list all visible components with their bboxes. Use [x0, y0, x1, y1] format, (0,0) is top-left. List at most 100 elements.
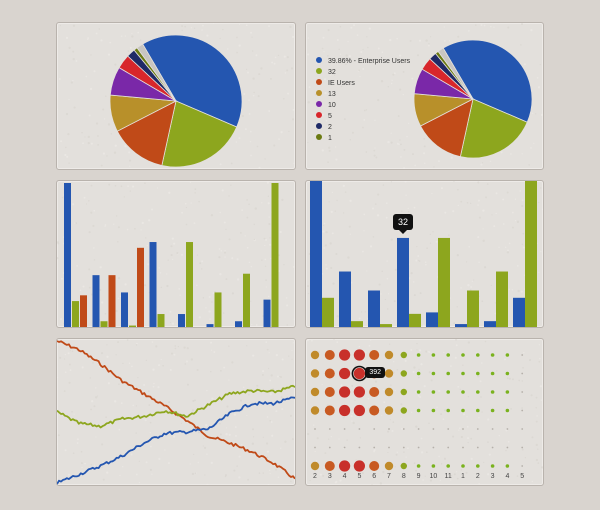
texture-speck [90, 408, 93, 411]
legend-item[interactable]: 13 [316, 89, 410, 100]
texture-speck [530, 147, 532, 149]
texture-speck [413, 462, 416, 465]
texture-speck [339, 53, 342, 56]
legend-swatch [316, 79, 322, 85]
texture-speck [306, 339, 310, 342]
texture-speck [332, 282, 335, 285]
texture-speck [483, 24, 486, 27]
texture-speck [205, 307, 207, 309]
texture-speck [135, 344, 138, 346]
dot [373, 428, 376, 430]
dot [431, 408, 436, 413]
texture-speck [349, 199, 352, 203]
texture-speck [196, 368, 199, 372]
texture-speck [487, 441, 489, 443]
texture-speck [541, 208, 543, 211]
texture-speck [148, 404, 151, 406]
texture-speck [427, 350, 429, 353]
dot [490, 408, 495, 413]
texture-speck [399, 88, 402, 91]
bar [496, 271, 508, 327]
dot [416, 353, 421, 357]
texture-speck [456, 254, 459, 257]
texture-speck [329, 73, 332, 76]
texture-speck [278, 138, 280, 141]
line-series [57, 396, 295, 485]
texture-speck [186, 383, 190, 386]
texture-speck [201, 268, 203, 270]
texture-speck [508, 288, 511, 291]
texture-speck [475, 24, 477, 26]
legend-item[interactable]: 10 [316, 100, 410, 111]
legend-item[interactable]: 2 [316, 122, 410, 133]
texture-speck [537, 448, 539, 450]
bar [121, 292, 128, 327]
pie-chart-with-legend-panel: 39.86% - Enterprise Users 32 IE Users 13… [305, 22, 544, 170]
texture-speck [115, 354, 117, 356]
texture-speck [369, 245, 373, 248]
texture-speck [321, 113, 324, 116]
legend-item[interactable]: 32 [316, 67, 410, 78]
texture-speck [478, 417, 480, 419]
texture-speck [248, 113, 251, 115]
bar [137, 247, 144, 327]
texture-speck [522, 232, 525, 235]
texture-speck [90, 293, 93, 296]
texture-speck [480, 396, 482, 398]
dot [462, 428, 464, 430]
texture-speck [269, 469, 271, 472]
texture-speck [72, 50, 75, 53]
texture-speck [478, 483, 480, 485]
texture-speck [93, 209, 96, 212]
texture-speck [444, 409, 447, 412]
dot [369, 350, 380, 360]
texture-speck [354, 364, 357, 367]
texture-speck [322, 36, 325, 39]
texture-speck [134, 227, 136, 230]
texture-speck [351, 412, 354, 415]
texture-speck [535, 420, 538, 423]
texture-speck [185, 206, 188, 209]
texture-speck [386, 202, 388, 205]
texture-speck [314, 450, 316, 453]
texture-speck [106, 471, 109, 474]
legend-item[interactable]: 5 [316, 111, 410, 122]
dot [521, 409, 524, 412]
texture-speck [450, 474, 453, 477]
dot [476, 371, 480, 376]
legend-item[interactable]: 1 [316, 133, 410, 144]
dot [521, 446, 524, 449]
texture-speck [505, 429, 508, 432]
texture-speck [359, 75, 361, 78]
texture-speck [245, 24, 248, 27]
texture-speck [251, 323, 253, 326]
texture-speck [119, 474, 121, 477]
texture-speck [105, 95, 107, 97]
texture-speck [228, 238, 231, 241]
texture-speck [130, 453, 133, 456]
texture-speck [269, 419, 272, 422]
texture-speck [368, 407, 370, 409]
texture-speck [266, 181, 270, 184]
texture-speck [363, 109, 366, 112]
texture-speck [521, 243, 524, 246]
pie-legend: 39.86% - Enterprise Users 32 IE Users 13… [316, 56, 410, 144]
legend-item[interactable]: IE Users [316, 78, 410, 89]
texture-speck [277, 54, 280, 57]
texture-speck [360, 51, 363, 54]
texture-speck [190, 27, 193, 29]
texture-speck [355, 459, 357, 461]
legend-item[interactable]: 39.86% - Enterprise Users [316, 56, 410, 67]
texture-speck [381, 270, 384, 273]
texture-speck [440, 463, 443, 465]
texture-speck [325, 264, 327, 266]
dot [446, 464, 450, 468]
dot [447, 428, 450, 430]
texture-speck [90, 184, 93, 187]
texture-speck [248, 203, 250, 206]
texture-speck [518, 379, 521, 382]
texture-speck [403, 148, 406, 151]
texture-speck [270, 374, 273, 377]
texture-speck [101, 301, 104, 304]
texture-speck [346, 439, 348, 441]
